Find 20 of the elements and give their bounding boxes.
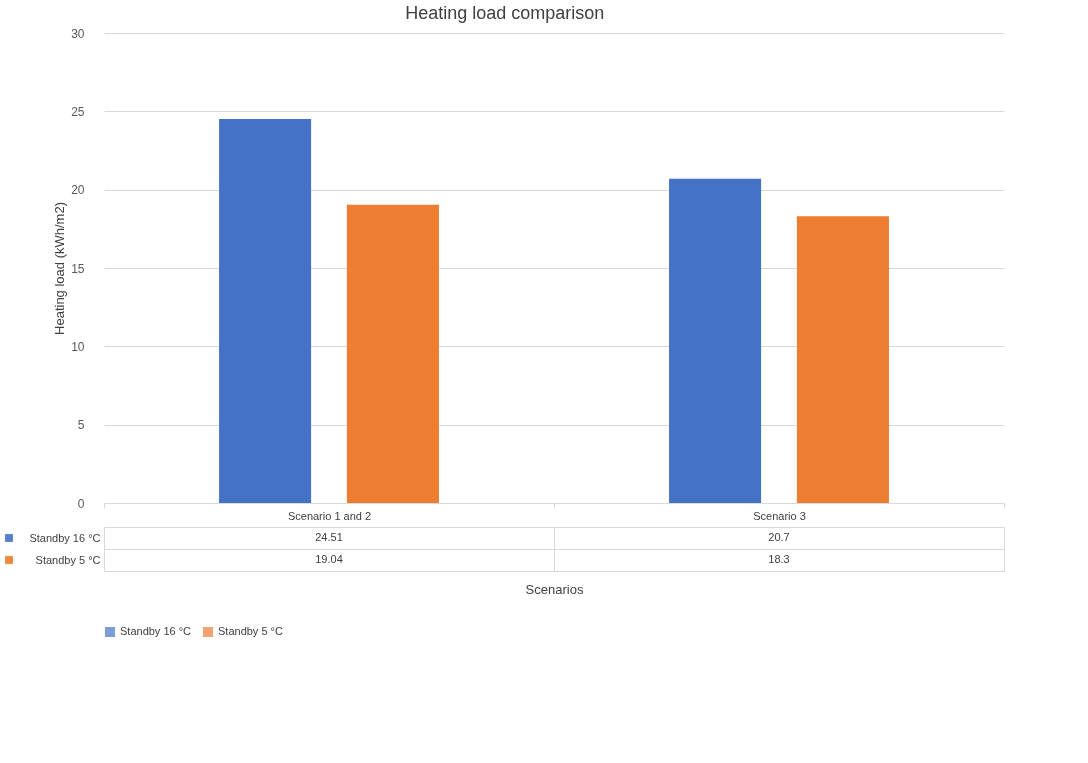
data-label: 18.3 [768, 553, 790, 565]
y-tick-label: 25 [71, 104, 85, 119]
y-axis-title: Heating load (kWh/m2) [52, 202, 68, 335]
text: Standby 16 °C [120, 625, 192, 637]
x-tick-label: Scenario 1 and 2 [287, 509, 372, 522]
chart-title: Heating load comparison [405, 3, 605, 23]
y-tick-label: 20 [71, 183, 85, 198]
data-label: 20.7 [768, 531, 790, 543]
text: Standby 5 °C [35, 553, 101, 566]
y-tick-label: 10 [71, 339, 85, 354]
legend-label: Standby 16 °C [29, 531, 101, 544]
data-label: 24.51 [315, 531, 343, 543]
legend-label: Standby 5 °C [218, 625, 283, 637]
y-tick-label: 5 [77, 418, 85, 433]
y-tick-label: 15 [71, 261, 85, 276]
data-label: 19.04 [315, 553, 343, 565]
x-tick-label: Scenario 3 [753, 509, 806, 522]
x-axis-title: Scenarios [525, 581, 584, 597]
y-tick-label: 30 [71, 26, 85, 41]
y-tick-label: 0 [77, 496, 85, 511]
